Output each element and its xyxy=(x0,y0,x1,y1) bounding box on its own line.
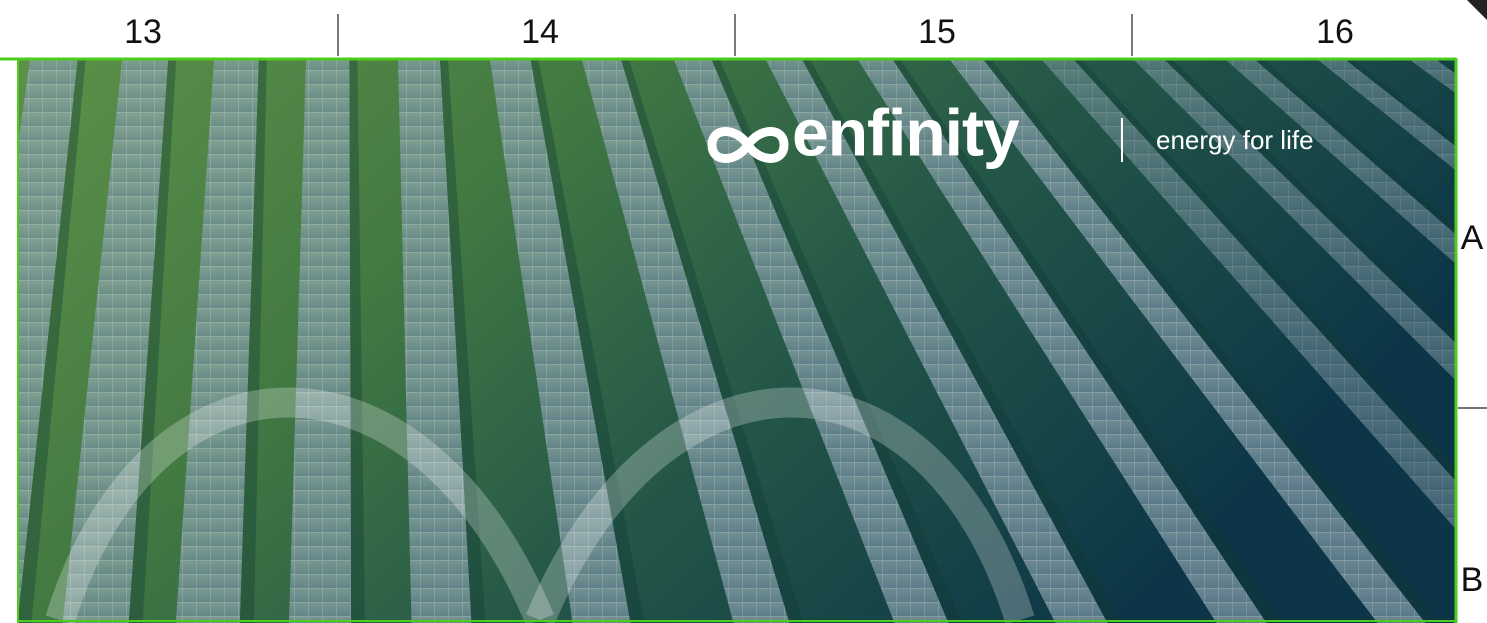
panel-shadow xyxy=(239,60,267,623)
panel-shadow xyxy=(440,60,486,623)
row-label: A xyxy=(1461,219,1484,257)
panel-row xyxy=(1042,60,1455,529)
panel-row xyxy=(766,60,1108,623)
panel-row xyxy=(1318,60,1455,170)
logo-name: enfinity xyxy=(792,95,1020,169)
panel-shadow xyxy=(983,60,1440,623)
panel-row xyxy=(1226,60,1455,264)
panel-row xyxy=(288,60,351,623)
panel-row xyxy=(1134,60,1455,380)
watermark xyxy=(45,387,1035,623)
row-label: B xyxy=(1461,561,1484,599)
solar-panels xyxy=(18,60,1455,623)
panel-shadow xyxy=(711,60,963,623)
panel-row xyxy=(398,60,472,623)
zone-dividers xyxy=(337,14,1487,409)
panel-row xyxy=(674,60,949,623)
panel-row xyxy=(858,60,1267,623)
column-label: 13 xyxy=(124,13,162,51)
panel-shadow xyxy=(893,60,1281,623)
panel-shadow xyxy=(128,60,177,623)
panel-row xyxy=(18,60,78,619)
corner-mark xyxy=(1467,0,1487,20)
panel-row xyxy=(490,60,631,623)
panel-shadow xyxy=(530,60,645,623)
logo: enfinity energy for life xyxy=(707,95,1314,169)
panel-row xyxy=(62,60,169,623)
panel-shadow xyxy=(1164,60,1455,343)
logo-tagline: energy for life xyxy=(1156,125,1314,155)
panel-shadow xyxy=(1346,60,1455,146)
panel-row xyxy=(175,60,259,623)
panel-shadow xyxy=(621,60,804,623)
panel-row xyxy=(1410,60,1455,93)
panel-shadow xyxy=(349,60,365,623)
panel-row xyxy=(582,60,790,623)
panel-shadow xyxy=(1255,60,1455,234)
panel-shadow xyxy=(1436,60,1455,74)
panel-row xyxy=(950,60,1426,623)
panel-shadow xyxy=(1074,60,1455,481)
photo xyxy=(18,60,1455,623)
column-label: 15 xyxy=(918,13,956,51)
logo-symbol xyxy=(707,127,789,163)
panel-shadow xyxy=(18,60,86,623)
panel-shadow xyxy=(802,60,1122,623)
column-label: 16 xyxy=(1316,13,1354,51)
column-label: 14 xyxy=(521,13,559,51)
